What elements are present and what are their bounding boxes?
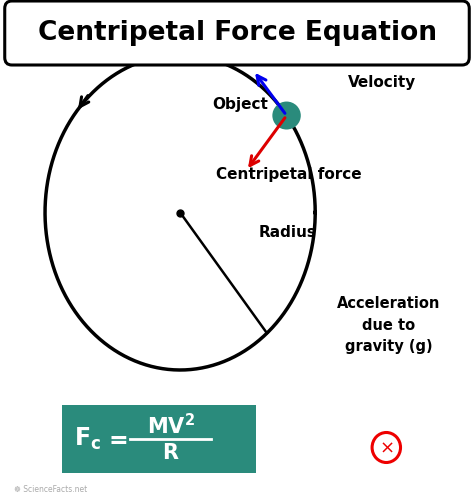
Text: Radius: Radius <box>258 225 316 240</box>
FancyBboxPatch shape <box>5 1 469 65</box>
Text: Acceleration
due to
gravity (g): Acceleration due to gravity (g) <box>337 296 440 354</box>
Text: $\mathbf{F_c}$: $\mathbf{F_c}$ <box>74 426 101 452</box>
FancyBboxPatch shape <box>62 405 256 472</box>
Ellipse shape <box>273 102 301 130</box>
Text: $\mathbf{MV^2}$: $\mathbf{MV^2}$ <box>146 413 195 438</box>
Text: $\times$: $\times$ <box>379 438 393 456</box>
Text: Object: Object <box>212 98 268 112</box>
Text: $\mathbf{R}$: $\mathbf{R}$ <box>162 443 180 463</box>
Text: ☸ ScienceFacts.net: ☸ ScienceFacts.net <box>14 484 88 494</box>
Text: Centripetal Force Equation: Centripetal Force Equation <box>37 20 437 46</box>
Text: Velocity: Velocity <box>348 75 417 90</box>
Text: Centripetal force: Centripetal force <box>216 168 361 182</box>
Text: $\mathbf{=}$: $\mathbf{=}$ <box>104 427 128 451</box>
